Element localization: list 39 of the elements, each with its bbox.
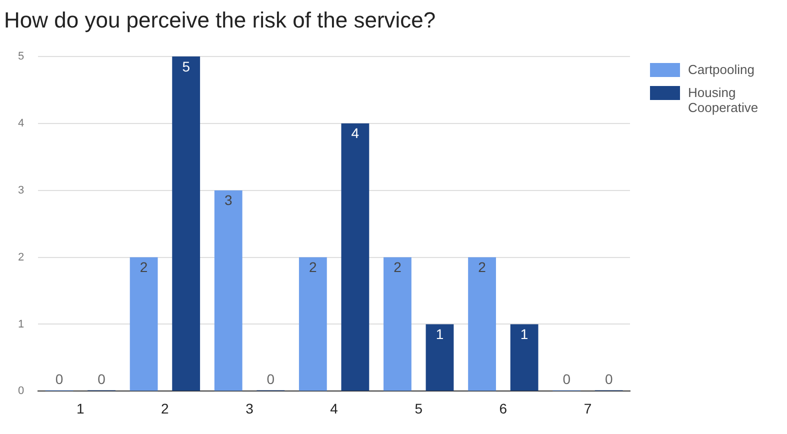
legend-label: Cartpooling bbox=[688, 62, 754, 77]
data-label: 1 bbox=[520, 326, 528, 342]
data-label: 3 bbox=[224, 192, 232, 208]
data-label: 0 bbox=[98, 371, 106, 388]
x-tick-label: 2 bbox=[161, 400, 170, 416]
x-tick-label: 4 bbox=[330, 400, 338, 416]
y-tick-label: 0 bbox=[18, 385, 24, 398]
data-label: 2 bbox=[309, 259, 318, 276]
y-tick-label: 2 bbox=[18, 251, 24, 264]
bar bbox=[384, 257, 412, 391]
data-label: 0 bbox=[562, 371, 571, 388]
data-label: 0 bbox=[604, 371, 613, 388]
data-label: 1 bbox=[436, 326, 444, 342]
data-label: 2 bbox=[394, 259, 402, 276]
data-label: 5 bbox=[182, 58, 190, 74]
bar bbox=[214, 190, 242, 391]
x-tick-label: 6 bbox=[499, 400, 508, 416]
data-label: 2 bbox=[478, 259, 486, 276]
bar bbox=[426, 324, 454, 391]
bar bbox=[130, 257, 158, 391]
bar bbox=[510, 324, 538, 391]
bar bbox=[298, 257, 327, 391]
legend-label: Housing Cooperative bbox=[688, 85, 760, 115]
x-tick-label: 1 bbox=[76, 400, 84, 416]
x-tick-label: 3 bbox=[246, 400, 254, 416]
y-tick-label: 5 bbox=[18, 50, 24, 62]
chart-title: How do you perceive the risk of the service? bbox=[4, 7, 436, 32]
y-tick-label: 1 bbox=[18, 318, 24, 330]
bar bbox=[341, 123, 370, 391]
data-label: 0 bbox=[266, 371, 275, 388]
bar bbox=[468, 257, 496, 391]
data-label: 0 bbox=[55, 371, 64, 388]
x-tick-label: 5 bbox=[414, 400, 423, 416]
data-label: 4 bbox=[351, 125, 360, 142]
data-label: 2 bbox=[140, 259, 148, 276]
x-tick-label: 7 bbox=[584, 400, 592, 416]
bar bbox=[172, 56, 200, 391]
y-tick-label: 3 bbox=[18, 184, 24, 196]
y-tick-label: 4 bbox=[18, 117, 24, 130]
